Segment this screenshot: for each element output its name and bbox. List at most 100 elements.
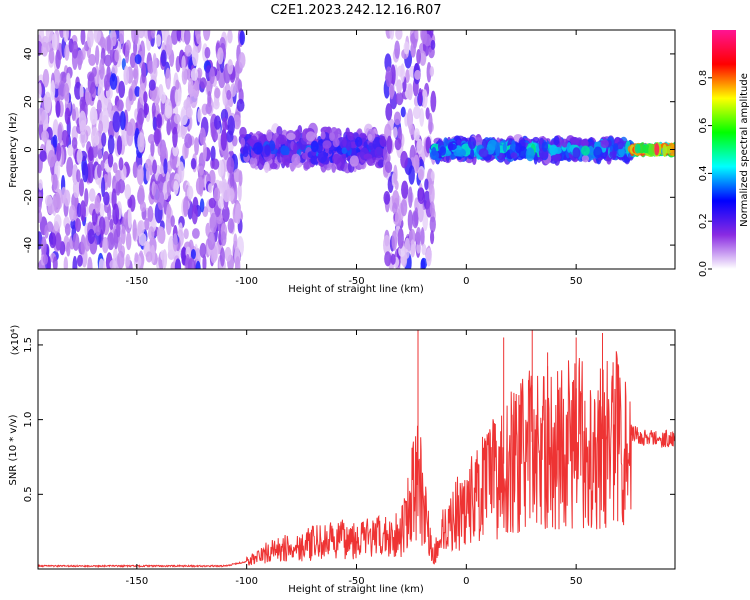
heatmap-cell [150,140,155,157]
heatmap-cell [439,146,446,156]
heatmap-cell [227,115,235,136]
heatmap-cell [401,180,409,199]
heatmap-cell [147,60,154,74]
colorbar-label: Normalized spectral amplitude [739,73,750,227]
heatmap-cell [63,30,69,43]
heatmap-cell [126,121,134,136]
heatmap-cell [156,113,163,129]
heatmap-cell [67,144,74,157]
heatmap-cell [172,126,178,148]
heatmap-cell [139,201,147,213]
heatmap-cell [116,135,123,156]
heatmap-cell [64,223,71,236]
heatmap-cell [96,99,102,114]
heatmap-cell [101,177,106,198]
heatmap-cell [187,257,196,269]
heatmap-cell [181,67,188,85]
snr-xlabel: Height of straight line (km) [288,584,424,595]
heatmap-cell [405,69,410,84]
heatmap-cell [190,157,197,170]
heatmap-cell [400,150,408,169]
heatmap-marks [38,30,675,269]
heatmap-cell [195,260,201,269]
heatmap-cell [107,152,114,168]
heatmap-cell [50,79,56,101]
heatmap-cell [408,165,415,185]
heatmap-cell [525,147,535,162]
heatmap-cell [253,142,263,155]
heatmap-cell [394,137,402,151]
heatmap-cell [238,52,246,69]
heatmap-cell [124,44,130,64]
heatmap-cell [71,137,78,150]
heatmap-cell [393,164,398,185]
heatmap-cell [95,225,101,237]
heatmap-cell [280,145,290,156]
heatmap-cell [132,219,137,241]
heatmap-cell [662,143,667,157]
heatmap-cell [172,233,178,252]
heatmap-cell [56,142,62,162]
heatmap-cell [63,83,70,102]
heatmap-cell [234,60,240,81]
heatmap-cell [572,147,581,159]
heatmap-cell [429,201,435,218]
heatmap-cell [198,176,204,192]
snr-ylabel: SNR (10 * v/v) [8,414,19,485]
heatmap-cell [428,112,433,135]
heatmap-cell [394,208,402,230]
heatmap-cell [413,154,420,174]
colorbar: 0.0 0.2 0.4 0.6 0.8 Normalized spectral ampl… [698,30,750,277]
heatmap-cell [118,157,124,171]
heatmap-cell [404,237,411,259]
heatmap-cell [214,87,221,99]
heatmap-cell [196,33,202,45]
heatmap-cell [183,228,189,240]
heatmap-cell [396,79,403,94]
heatmap-cell [257,159,264,171]
heatmap-cell [145,158,152,172]
heatmap-cell [119,111,126,131]
heatmap-cell [163,158,168,175]
heatmap-cell [102,236,109,254]
heatmap-cell [205,102,213,115]
heatmap-cell [72,178,81,199]
heatmap-cell [88,53,96,66]
y-tick-label: 1.5 [23,337,34,353]
heatmap-cell [408,186,413,209]
x-tick-label: 0 [463,276,469,287]
heatmap-cell [226,89,232,101]
heatmap-cell [192,228,200,239]
heatmap-cell [162,249,168,269]
heatmap-cell [453,149,464,157]
heatmap-cell [220,128,227,151]
heatmap-cell [421,243,427,256]
heatmap-cell [395,91,404,106]
heatmap-cell [412,211,419,229]
heatmap-cell [199,242,207,258]
heatmap-cell [618,147,625,157]
heatmap-cell [336,157,345,171]
heatmap-cell [166,78,171,90]
heatmap-cell [134,252,139,263]
heatmap-cell [84,87,90,104]
heatmap-cell [152,116,158,131]
heatmap-cell [97,83,104,104]
heatmap-cell [236,98,245,112]
heatmap-cell [389,30,395,40]
heatmap-cell [581,145,590,156]
heatmap-cell [41,130,49,143]
heatmap-cell [166,203,172,219]
heatmap-cell [138,184,145,203]
heatmap-cell [145,251,153,263]
heatmap-cell [103,191,110,206]
heatmap-cell [412,105,421,120]
x-tick-label: -100 [235,276,258,287]
heatmap-cell [208,197,216,209]
heatmap-cell [430,39,436,50]
heatmap-cell [263,161,270,174]
heatmap-cell [128,88,133,102]
heatmap-cell [173,180,179,195]
heatmap-cell [291,153,301,166]
